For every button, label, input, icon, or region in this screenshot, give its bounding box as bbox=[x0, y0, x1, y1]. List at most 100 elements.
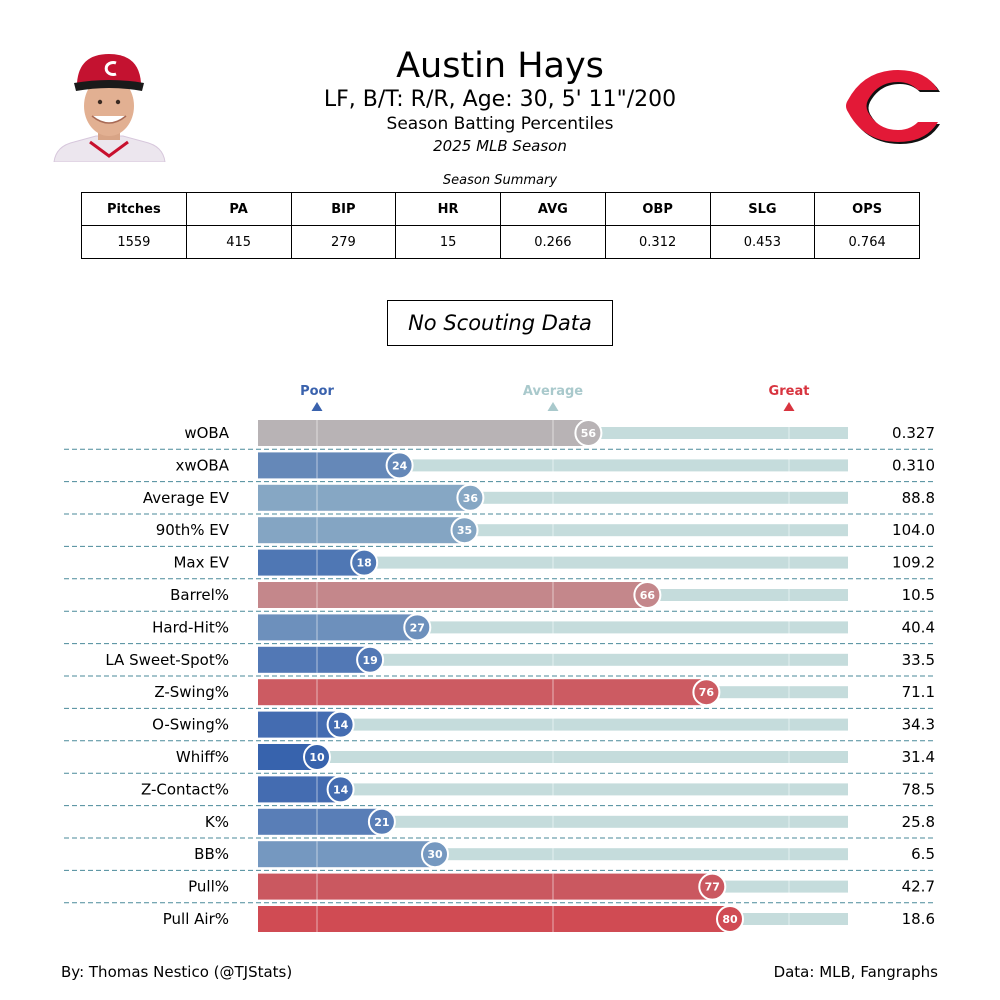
percentile-value-woba: 56 bbox=[581, 427, 597, 440]
percentile-value-z-swing: 76 bbox=[699, 686, 715, 699]
percentile-marker-hard-hit bbox=[403, 613, 432, 642]
percentile-bar-xwoba bbox=[258, 452, 400, 479]
percentile-value-z-contact: 14 bbox=[333, 783, 349, 796]
scale-label-great: Great bbox=[769, 384, 810, 399]
metric-value-average-ev: 88.8 bbox=[902, 489, 935, 507]
summary-header-avg: AVG bbox=[500, 192, 606, 226]
percentile-value-90th-ev: 35 bbox=[457, 524, 472, 537]
metric-value-pull: 42.7 bbox=[902, 878, 935, 896]
percentile-bar-bb bbox=[258, 841, 435, 868]
metric-label-whiff: Whiff% bbox=[176, 748, 229, 766]
summary-value-hr: 15 bbox=[395, 225, 501, 259]
metric-label-barrel: Barrel% bbox=[170, 586, 229, 604]
percentile-marker-bb bbox=[421, 840, 449, 869]
percentile-marker-barrel bbox=[633, 581, 662, 609]
summary-header-hr: HR bbox=[395, 192, 501, 226]
player-info: LF, B/T: R/R, Age: 30, 5' 11"/200 bbox=[323, 87, 677, 112]
team-logo bbox=[838, 66, 944, 146]
metric-label-woba: wOBA bbox=[184, 424, 229, 442]
reds-logo-icon bbox=[846, 70, 940, 144]
percentile-value-xwoba: 24 bbox=[392, 459, 408, 472]
report-subtitle: Season Batting Percentiles bbox=[386, 114, 614, 134]
percentile-marker-pull-air bbox=[716, 905, 744, 933]
percentile-value-max-ev: 18 bbox=[357, 557, 372, 570]
metric-label-o-swing: O-Swing% bbox=[152, 716, 229, 734]
summary-header-pa: PA bbox=[185, 192, 292, 226]
scale-label-poor: Poor bbox=[300, 384, 334, 399]
percentile-marker-k bbox=[367, 807, 396, 836]
metric-value-z-swing: 71.1 bbox=[902, 683, 935, 701]
scale-label-average: Average bbox=[523, 384, 583, 399]
summary-value-bip: 279 bbox=[290, 225, 397, 259]
no-scouting-data-label: No Scouting Data bbox=[408, 311, 592, 335]
percentile-bar-max-ev bbox=[258, 549, 365, 576]
summary-value-avg: 0.266 bbox=[500, 225, 606, 259]
metric-value-la-sweet-spot: 33.5 bbox=[902, 651, 935, 669]
percentile-marker-pull bbox=[698, 872, 727, 901]
metric-value-o-swing: 34.3 bbox=[902, 716, 935, 734]
percentile-bar-90th-ev bbox=[258, 517, 465, 544]
metric-label-xwoba: xwOBA bbox=[175, 456, 229, 474]
season-summary-table: Pitches PA BIP HR AVG OBP SLG OPS 1559 4… bbox=[81, 192, 920, 259]
percentile-value-hard-hit: 27 bbox=[410, 621, 425, 634]
metric-label-k: K% bbox=[205, 813, 229, 831]
percentile-marker-90th-ev bbox=[450, 516, 479, 545]
summary-header-ops: OPS bbox=[814, 192, 920, 226]
percentile-marker-la-sweet-spot bbox=[356, 645, 385, 674]
metric-value-90th-ev: 104.0 bbox=[892, 521, 935, 539]
percentile-value-barrel: 66 bbox=[640, 589, 656, 602]
player-headshot bbox=[52, 50, 167, 162]
percentile-value-la-sweet-spot: 19 bbox=[362, 654, 377, 667]
metric-value-barrel: 10.5 bbox=[902, 586, 935, 604]
percentile-marker-o-swing bbox=[326, 710, 355, 739]
percentile-value-pull: 77 bbox=[705, 881, 720, 894]
summary-value-slg: 0.453 bbox=[709, 225, 816, 259]
metric-value-k: 25.8 bbox=[902, 813, 935, 831]
summary-value-pitches: 1559 bbox=[81, 225, 187, 259]
percentile-marker-z-swing bbox=[692, 678, 721, 707]
metric-value-hard-hit: 40.4 bbox=[902, 618, 935, 636]
percentile-value-pull-air: 80 bbox=[722, 913, 738, 926]
metric-value-z-contact: 78.5 bbox=[902, 780, 935, 798]
percentile-bar-pull bbox=[258, 873, 713, 900]
percentile-marker-woba bbox=[574, 419, 603, 447]
percentile-marker-z-contact bbox=[326, 775, 355, 804]
scale-marker-average-icon bbox=[547, 402, 559, 411]
metric-label-z-swing: Z-Swing% bbox=[154, 683, 229, 701]
metric-label-la-sweet-spot: LA Sweet-Spot% bbox=[105, 651, 229, 669]
metric-value-bb: 6.5 bbox=[911, 845, 935, 863]
metric-value-woba: 0.327 bbox=[892, 424, 935, 442]
metric-label-hard-hit: Hard-Hit% bbox=[152, 618, 229, 636]
percentile-bar-la-sweet-spot bbox=[258, 646, 371, 673]
no-scouting-data-box: No Scouting Data bbox=[387, 300, 613, 346]
metric-value-xwoba: 0.310 bbox=[892, 456, 935, 474]
percentile-chart: Poor Average Great wOBA 56 0.327 xwOBA 24 0.310 A… bbox=[64, 384, 936, 933]
percentile-bar-hard-hit bbox=[258, 614, 418, 641]
scale-marker-great-icon bbox=[783, 402, 795, 411]
summary-header-bip: BIP bbox=[290, 192, 397, 226]
percentile-bar-k bbox=[258, 808, 382, 835]
percentile-marker-whiff bbox=[303, 743, 331, 771]
player-name: Austin Hays bbox=[396, 46, 604, 86]
summary-value-ops: 0.764 bbox=[814, 225, 920, 259]
percentile-bar-average-ev bbox=[258, 484, 471, 511]
percentile-marker-max-ev bbox=[350, 548, 379, 577]
summary-header-obp: OBP bbox=[604, 192, 711, 226]
author-credit: By: Thomas Nestico (@TJStats) bbox=[61, 963, 293, 981]
summary-value-obp: 0.312 bbox=[604, 225, 711, 259]
season-label: 2025 MLB Season bbox=[433, 137, 567, 155]
metric-label-bb: BB% bbox=[194, 845, 229, 863]
percentile-value-average-ev: 36 bbox=[463, 492, 479, 505]
summary-value-pa: 415 bbox=[185, 225, 292, 259]
percentile-value-k: 21 bbox=[374, 816, 389, 829]
percentile-bar-pull-air bbox=[258, 906, 730, 932]
percentile-value-whiff: 10 bbox=[309, 751, 325, 764]
percentile-bar-z-swing bbox=[258, 679, 707, 706]
percentile-value-o-swing: 14 bbox=[333, 719, 349, 732]
percentile-bar-barrel bbox=[258, 582, 648, 608]
summary-caption: Season Summary bbox=[442, 173, 558, 188]
metric-label-z-contact: Z-Contact% bbox=[141, 780, 229, 798]
scale-marker-poor-icon bbox=[311, 402, 323, 411]
summary-header-slg: SLG bbox=[709, 192, 816, 226]
percentile-marker-xwoba bbox=[385, 451, 414, 480]
